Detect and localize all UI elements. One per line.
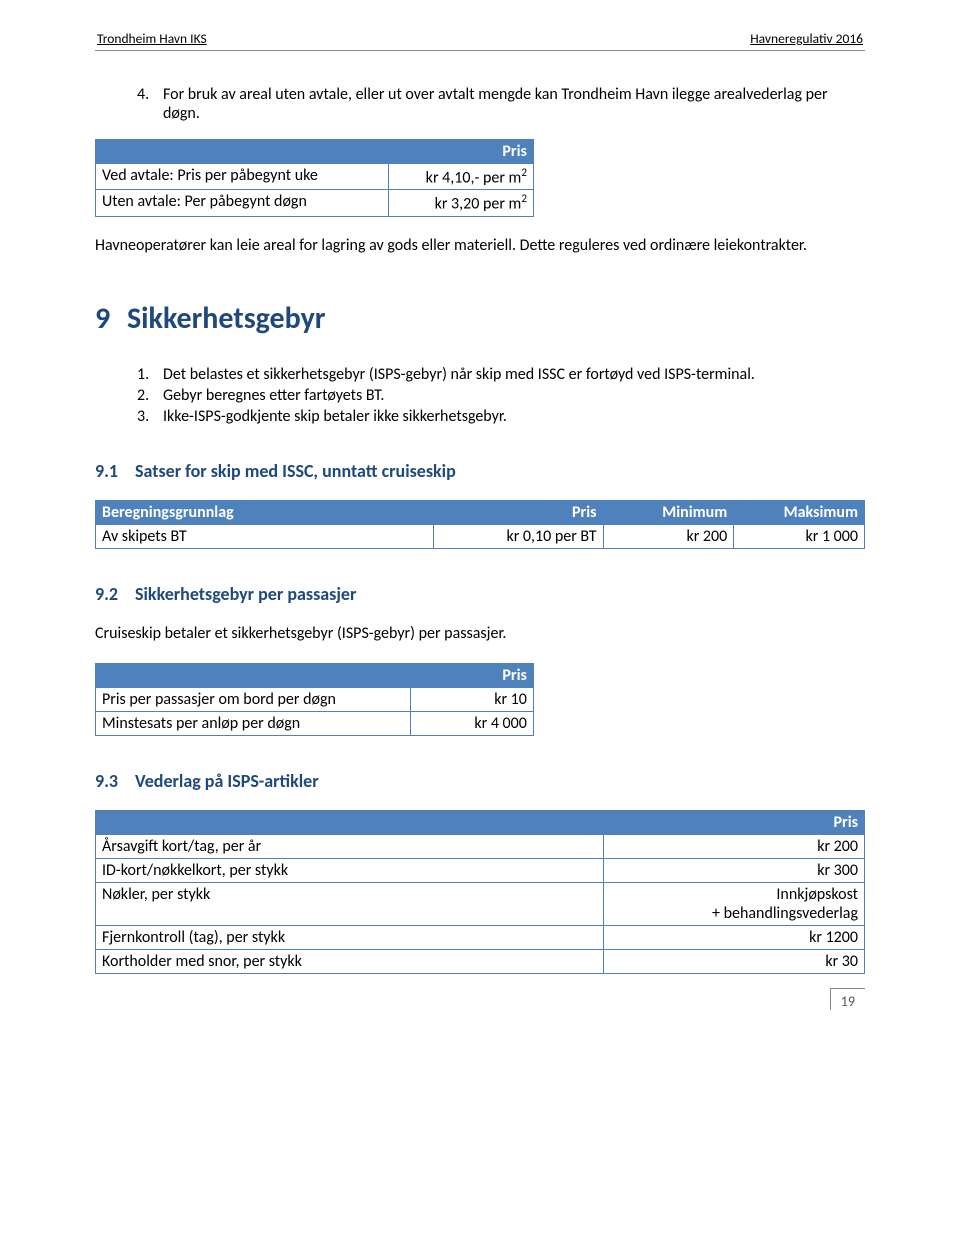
table-row: Fjernkontroll (tag), per stykk kr 1200 [96, 925, 865, 949]
th: Minimum [603, 501, 734, 525]
list-9: 1. Det belastes et sikkerhetsgebyr (ISPS… [95, 365, 865, 426]
table-row: Kortholder med snor, per stykk kr 30 [96, 949, 865, 973]
table-row: Minstesats per anløp per døgn kr 4 000 [96, 711, 534, 735]
heading-9-1: 9.1Satser for skip med ISSC, unntatt cru… [95, 460, 865, 482]
heading-text: Sikkerhetsgebyr [127, 300, 325, 337]
table-row: Uten avtale: Per påbegynt døgn kr 3,20 p… [96, 190, 534, 216]
page-header: Trondheim Havn IKS Havneregulativ 2016 [95, 30, 865, 50]
cell: Av skipets BT [96, 525, 434, 549]
list-text: For bruk av areal uten avtale, eller ut … [163, 85, 865, 123]
table-row: Pris per passasjer om bord per døgn kr 1… [96, 687, 534, 711]
cell-value: Innkjøpskost + behandlingsvederlag [603, 882, 864, 925]
heading-number: 9 [95, 300, 127, 337]
list-number: 4. [137, 85, 163, 123]
cell-label: Årsavgift kort/tag, per år [96, 834, 604, 858]
heading-9-2: 9.2Sikkerhetsgebyr per passasjer [95, 583, 865, 605]
table-9-1: Beregningsgrunnlag Pris Minimum Maksimum… [95, 500, 865, 549]
header-right: Havneregulativ 2016 [750, 30, 863, 47]
table-row: Ved avtale: Pris per påbegynt uke kr 4,1… [96, 164, 534, 190]
table-areal-pris: Pris Ved avtale: Pris per påbegynt uke k… [95, 139, 534, 217]
cell-label: ID-kort/nøkkelkort, per stykk [96, 858, 604, 882]
list-text: Ikke-ISPS-godkjente skip betaler ikke si… [163, 407, 865, 426]
heading-number: 9.1 [95, 460, 135, 482]
th-pris: Pris [389, 140, 534, 164]
th-empty [96, 663, 411, 687]
heading-text: Satser for skip med ISSC, unntatt cruise… [135, 460, 456, 482]
header-left: Trondheim Havn IKS [97, 30, 207, 47]
cell-label: Pris per passasjer om bord per døgn [96, 687, 411, 711]
th: Pris [434, 501, 603, 525]
heading-text: Vederlag på ISPS-artikler [135, 770, 319, 792]
cell-value: kr 4 000 [411, 711, 534, 735]
list-number: 2. [137, 386, 163, 405]
heading-number: 9.3 [95, 770, 135, 792]
cell-label: Ved avtale: Pris per påbegynt uke [96, 164, 389, 190]
cell-value: kr 3,20 per m2 [389, 190, 534, 216]
heading-9-3: 9.3Vederlag på ISPS-artikler [95, 770, 865, 792]
cell-value: kr 10 [411, 687, 534, 711]
cell-value: kr 30 [603, 949, 864, 973]
list-item: 3. Ikke-ISPS-godkjente skip betaler ikke… [137, 407, 865, 426]
list-text: Det belastes et sikkerhetsgebyr (ISPS-ge… [163, 365, 865, 384]
th: Beregningsgrunnlag [96, 501, 434, 525]
cell: kr 0,10 per BT [434, 525, 603, 549]
cell-label: Uten avtale: Per påbegynt døgn [96, 190, 389, 216]
cell-value: kr 300 [603, 858, 864, 882]
cell-value: kr 1200 [603, 925, 864, 949]
para-9-2: Cruiseskip betaler et sikkerhetsgebyr (I… [95, 623, 865, 645]
cell-label: Kortholder med snor, per stykk [96, 949, 604, 973]
cell-value: kr 4,10,- per m2 [389, 164, 534, 190]
table-9-2: Pris Pris per passasjer om bord per døgn… [95, 663, 534, 736]
intro-list: 4. For bruk av areal uten avtale, eller … [95, 85, 865, 123]
cell-label: Minstesats per anløp per døgn [96, 711, 411, 735]
page-container: Trondheim Havn IKS Havneregulativ 2016 4… [0, 0, 960, 1022]
cell: kr 1 000 [734, 525, 865, 549]
th: Maksimum [734, 501, 865, 525]
header-rule [95, 50, 865, 51]
table-9-3: Pris Årsavgift kort/tag, per år kr 200 I… [95, 810, 865, 974]
table-row: Nøkler, per stykk Innkjøpskost + behandl… [96, 882, 865, 925]
th-pris: Pris [603, 810, 864, 834]
list-number: 3. [137, 407, 163, 426]
para-havneoperatorer: Havneoperatører kan leie areal for lagri… [95, 235, 865, 257]
cell: kr 200 [603, 525, 734, 549]
intro-item-4: 4. For bruk av areal uten avtale, eller … [137, 85, 865, 123]
cell-value: kr 200 [603, 834, 864, 858]
cell-label: Fjernkontroll (tag), per stykk [96, 925, 604, 949]
table-row: Årsavgift kort/tag, per år kr 200 [96, 834, 865, 858]
th-empty [96, 140, 389, 164]
heading-number: 9.2 [95, 583, 135, 605]
th-pris: Pris [411, 663, 534, 687]
page-number: 19 [830, 988, 865, 1010]
heading-9: 9Sikkerhetsgebyr [95, 300, 865, 337]
heading-text: Sikkerhetsgebyr per passasjer [135, 583, 356, 605]
list-item: 2. Gebyr beregnes etter fartøyets BT. [137, 386, 865, 405]
table-row: Av skipets BT kr 0,10 per BT kr 200 kr 1… [96, 525, 865, 549]
cell-label: Nøkler, per stykk [96, 882, 604, 925]
table-row: ID-kort/nøkkelkort, per stykk kr 300 [96, 858, 865, 882]
list-item: 1. Det belastes et sikkerhetsgebyr (ISPS… [137, 365, 865, 384]
list-text: Gebyr beregnes etter fartøyets BT. [163, 386, 865, 405]
th-empty [96, 810, 604, 834]
list-number: 1. [137, 365, 163, 384]
